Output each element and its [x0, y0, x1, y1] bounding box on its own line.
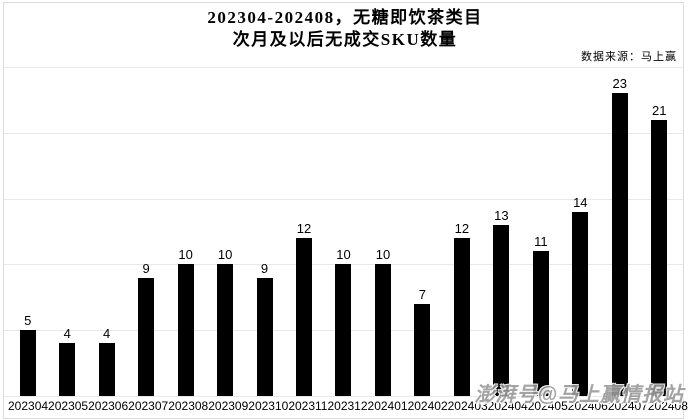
x-axis-label: 202402 — [407, 399, 448, 413]
bar-group-202403: 12 — [442, 222, 481, 396]
x-axis-label: 202312 — [327, 399, 368, 413]
bar-group-202408: 21 — [640, 104, 679, 396]
bar — [217, 264, 234, 396]
bar — [98, 343, 115, 396]
bar-group-202304: 5 — [8, 314, 47, 396]
gridline-y-25 — [4, 67, 683, 68]
bar-value-label: 7 — [418, 286, 427, 302]
x-axis-label: 202405 — [527, 399, 568, 413]
bar-value-label: 4 — [63, 326, 71, 342]
bar-group-202307: 9 — [126, 262, 165, 396]
x-axis-labels: 202304 202305 202306 202307 202308 202309 2023… — [4, 399, 688, 413]
bar-value-label: 11 — [534, 234, 548, 250]
bar-value-label: 9 — [142, 260, 150, 276]
bar-value-label: 12 — [454, 221, 470, 237]
bar — [414, 303, 431, 396]
bar-value-label: 14 — [573, 194, 588, 210]
bar — [19, 330, 36, 396]
bar-value-label: 12 — [296, 221, 312, 237]
bar — [335, 264, 352, 396]
x-axis-label: 202401 — [367, 399, 408, 413]
x-axis-label: 202408 — [647, 399, 688, 413]
bar — [651, 119, 668, 396]
chart-title-line1: 202304-202408，无糖即饮茶类目 — [207, 8, 483, 27]
bar-value-label: 10 — [217, 247, 233, 263]
bar-group-202405: 11 — [521, 235, 560, 396]
gridline-y-15 — [4, 198, 683, 200]
bar-group-202306: 4 — [87, 327, 126, 396]
bar-value-label: 9 — [260, 260, 269, 276]
bar — [177, 264, 194, 396]
bar-group-202311: 12 — [284, 222, 323, 396]
bar — [138, 277, 155, 396]
bar — [374, 264, 391, 396]
x-axis-label: 202407 — [607, 399, 648, 413]
x-axis-label: 202310 — [248, 399, 289, 413]
chart-title: 202304-202408，无糖即饮茶类目 次月及以后无成交SKU数量 — [0, 7, 690, 51]
bar-group-202406: 14 — [561, 196, 600, 396]
x-axis-label: 202308 — [168, 399, 209, 413]
bar-value-label: 10 — [178, 247, 193, 263]
x-axis-label: 202403 — [447, 399, 488, 413]
bar-group-202309: 10 — [205, 248, 244, 396]
bar-group-202402: 7 — [403, 288, 442, 396]
x-axis-label: 202406 — [567, 399, 608, 413]
bar — [453, 238, 470, 396]
bar — [256, 277, 273, 396]
x-axis-label: 202305 — [48, 399, 89, 413]
plot-area: 5 4 4 9 10 10 9 12 10 10 7 12 13 11 14 23 21 — [4, 67, 683, 397]
bar-value-label: 13 — [494, 207, 509, 223]
bar-value-label: 10 — [375, 247, 391, 263]
bar-group-202305: 4 — [47, 327, 86, 396]
data-source-note: 数据来源：马上赢 — [581, 51, 677, 63]
bar — [611, 93, 628, 396]
x-axis-label: 202307 — [128, 399, 169, 413]
bar-value-label: 21 — [652, 102, 667, 118]
bar-value-label: 23 — [612, 76, 627, 92]
bar-value-label: 10 — [336, 247, 351, 263]
bar-group-202312: 10 — [324, 248, 363, 396]
bar-value-label: 5 — [24, 313, 32, 329]
bar — [296, 238, 313, 396]
watermark: 澎湃号@马上赢情报站 — [474, 384, 684, 406]
bar — [572, 211, 589, 396]
x-axis-label: 202309 — [208, 399, 249, 413]
bar-group-202310: 9 — [245, 262, 284, 396]
x-axis-label: 202304 — [8, 399, 49, 413]
x-axis-label: 202404 — [487, 399, 528, 413]
bar-group-202401: 10 — [363, 248, 402, 396]
gridline-y-0 — [4, 396, 683, 397]
x-axis-label: 202311 — [288, 399, 328, 413]
bar — [59, 343, 76, 396]
bar-group-202407: 23 — [600, 77, 639, 396]
bar-value-label: 4 — [103, 326, 111, 342]
gridline-y-20 — [4, 132, 683, 134]
bar — [532, 251, 549, 396]
bars-row: 5 4 4 9 10 10 9 12 10 10 7 12 13 11 14 23 21 — [4, 67, 683, 396]
chart-title-line2: 次月及以后无成交SKU数量 — [232, 30, 458, 49]
x-axis-label: 202306 — [88, 399, 129, 413]
bar-group-202404: 13 — [482, 209, 521, 396]
bar-group-202308: 10 — [166, 248, 205, 396]
bar — [493, 224, 510, 396]
